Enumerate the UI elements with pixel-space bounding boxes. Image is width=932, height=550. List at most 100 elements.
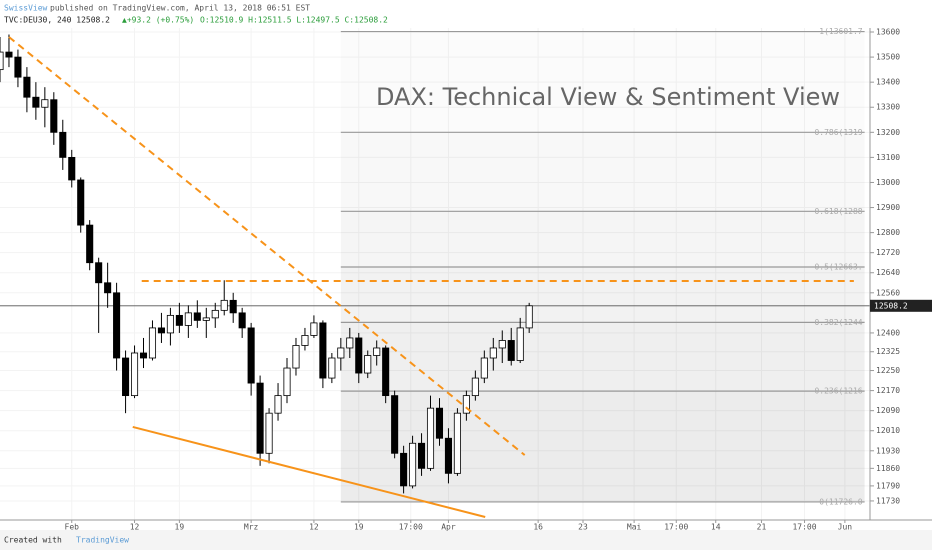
candle-body	[23, 76, 31, 98]
candle-body	[130, 352, 139, 397]
candle-body	[292, 345, 300, 369]
candle-body	[122, 357, 130, 397]
candle-body	[229, 299, 237, 314]
candle-body	[400, 452, 408, 487]
y-tick-label: 13100	[876, 153, 900, 162]
candle-body	[0, 51, 4, 71]
y-tick-label: 12250	[876, 366, 900, 375]
candle-body	[507, 340, 515, 361]
footer-bar	[0, 530, 932, 550]
candle-body	[480, 357, 488, 379]
x-tick-label: 17:00	[399, 523, 423, 532]
candle-body	[41, 99, 49, 108]
y-tick-label: 12640	[876, 268, 900, 277]
y-tick-label: 11860	[876, 464, 900, 473]
candle-body	[139, 352, 148, 359]
candle-body	[489, 347, 497, 359]
y-tick-label: 12560	[876, 288, 900, 297]
footer-brand: TradingView	[76, 536, 129, 545]
candle-body	[409, 442, 417, 487]
trend-line	[132, 425, 486, 518]
candle-body	[238, 312, 246, 329]
candle-body	[453, 412, 461, 474]
candle-body	[68, 156, 76, 181]
candle-body	[175, 314, 183, 326]
fib-label: 0.786(1319	[814, 128, 862, 137]
y-tick-label: 12800	[876, 228, 900, 237]
candle-body	[211, 309, 219, 319]
y-tick-label: 12400	[876, 328, 900, 337]
candle-body	[346, 337, 354, 349]
x-tick-label: 12	[130, 523, 140, 532]
trend-line	[8, 36, 526, 456]
candle-body	[193, 312, 201, 321]
candle-body	[355, 337, 363, 374]
fib-label: 0.382(1244	[814, 318, 862, 327]
candle-body	[364, 355, 372, 374]
y-tick-label: 12720	[876, 248, 900, 257]
y-tick-label: 11930	[876, 446, 900, 455]
candle-body	[247, 327, 255, 384]
y-tick-label: 12010	[876, 426, 900, 435]
candle-body	[157, 327, 165, 334]
footer-created: Created with	[4, 536, 62, 545]
candle-body	[337, 347, 345, 359]
candle-body	[426, 407, 435, 469]
candle-body	[77, 179, 85, 226]
x-tick-label: Mai	[627, 523, 642, 532]
fib-zone	[341, 211, 865, 267]
candle-body	[32, 96, 40, 108]
candle-body	[373, 347, 381, 356]
candle-body	[5, 51, 13, 58]
x-tick-label: 16	[533, 523, 543, 532]
candle-body	[319, 322, 327, 379]
fib-zone	[341, 132, 865, 211]
plot: 1(13601.7 0.786(1319 0.618(1288 0.5(12663. 0…	[0, 27, 870, 520]
candle-body	[220, 299, 228, 311]
candle-body	[435, 407, 444, 439]
fib-label: 0.236(1216	[814, 387, 862, 396]
candle-body	[301, 335, 309, 346]
x-tick-label: 12	[309, 523, 319, 532]
candle-body	[274, 395, 282, 414]
candle-body	[471, 377, 479, 397]
ohlc: O:12510.9 H:12511.5 L:12497.5 C:12508.2	[200, 16, 388, 25]
candle-body	[283, 367, 291, 397]
x-tick-label: Apr	[441, 523, 456, 532]
fib-label: 0.618(1288	[814, 207, 862, 216]
x-tick-label: 19	[175, 523, 185, 532]
candle-body	[14, 56, 22, 78]
change: ▲+93.2 (+0.75%)	[122, 16, 194, 25]
candle-body	[104, 282, 112, 294]
candle-body	[462, 395, 470, 414]
x-tick-label: 23	[578, 523, 588, 532]
y-tick-label: 12090	[876, 406, 900, 415]
last-price-label: 12508.2	[874, 301, 908, 310]
candle-body	[516, 327, 524, 361]
candle-body	[391, 395, 399, 454]
fib-label: 1(13601.7	[819, 27, 863, 36]
candle-body	[265, 412, 273, 454]
chart-title: DAX: Technical View & Sentiment View	[376, 83, 840, 111]
candle-body	[59, 131, 67, 158]
x-tick-label: 19	[354, 523, 364, 532]
y-tick-label: 13000	[876, 178, 900, 187]
x-tick-label: Feb	[65, 523, 80, 532]
candle-body	[202, 317, 210, 321]
y-tick-label: 13200	[876, 128, 900, 137]
author: SwissView	[4, 4, 48, 13]
candle-body	[310, 322, 318, 336]
candle-body	[113, 292, 121, 359]
y-tick-label: 12170	[876, 386, 900, 395]
x-tick-label: Jun	[838, 523, 853, 532]
candle-body	[418, 442, 426, 469]
y-tick-label: 11790	[876, 481, 900, 490]
fib-label: 0.5(12663.	[814, 262, 862, 271]
candle-body	[525, 305, 533, 329]
x-tick-label: 14	[711, 523, 721, 532]
x-tick-label: 17:00	[664, 523, 688, 532]
symbol: TVC:DEU30, 240 12508.2	[4, 16, 110, 25]
candle-body	[382, 347, 390, 397]
